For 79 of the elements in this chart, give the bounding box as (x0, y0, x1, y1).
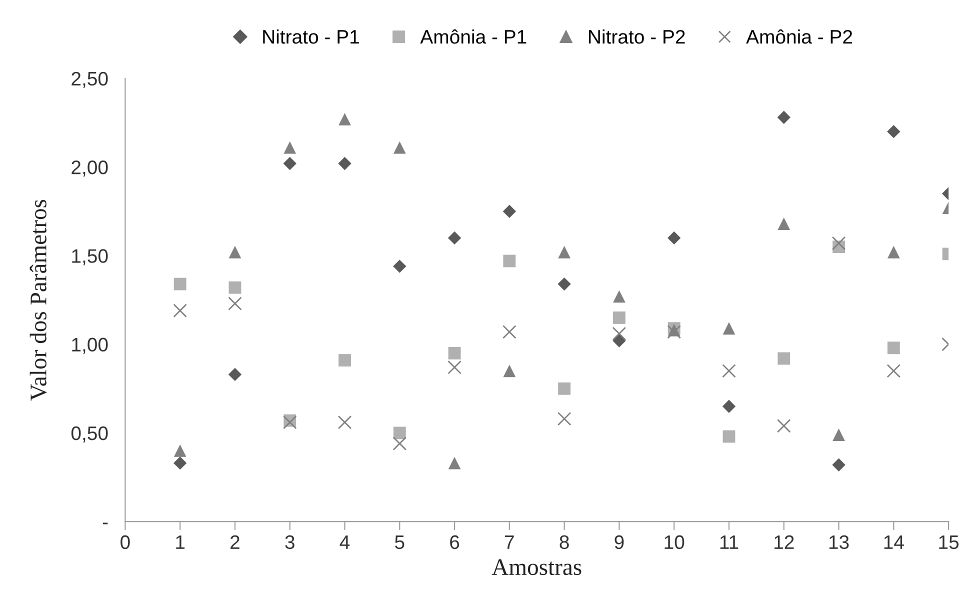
point (722, 400, 736, 413)
point (448, 360, 462, 374)
x-tick-label: 3 (285, 535, 294, 550)
point (448, 231, 462, 245)
point (722, 364, 736, 378)
x-tick-label: 2 (230, 535, 240, 549)
point (393, 141, 406, 154)
point (887, 246, 900, 258)
x-tick-label: 11 (720, 536, 738, 549)
x-tick-label: 0 (120, 535, 130, 550)
x-tick-label: 7 (505, 536, 514, 549)
point (557, 412, 572, 426)
point (173, 456, 187, 470)
point (174, 444, 186, 457)
point (558, 246, 571, 258)
point (392, 436, 407, 450)
point (668, 231, 681, 245)
point (558, 382, 571, 395)
point (228, 246, 242, 258)
point (832, 236, 846, 250)
point (283, 156, 296, 170)
y-tick-label: - (102, 522, 108, 524)
point (776, 418, 791, 433)
point (338, 156, 352, 170)
x-tick-label: 10 (664, 535, 684, 550)
point (887, 124, 900, 138)
x-axis-title: Amostras (492, 559, 582, 576)
x-tick-label: 15 (939, 536, 959, 550)
point (612, 334, 626, 348)
point (778, 218, 790, 230)
point (612, 312, 626, 324)
y-tick-label: 2,00 (72, 160, 108, 177)
point (832, 428, 845, 441)
point (503, 254, 516, 268)
point (448, 346, 461, 360)
y-axis-title: Valor dos Parâmetros (30, 200, 47, 401)
x-tick-label: 13 (829, 535, 849, 550)
point (282, 415, 297, 430)
point (612, 290, 626, 303)
point (173, 304, 187, 318)
y-tick-label: 2,50 (72, 72, 108, 88)
point (503, 364, 516, 378)
point (722, 430, 736, 443)
point (886, 364, 901, 378)
x-tick-label: 5 (395, 536, 404, 550)
point (448, 456, 461, 470)
point (338, 112, 351, 126)
point (558, 277, 571, 291)
point (174, 278, 186, 290)
x-tick-label: 1 (176, 536, 185, 549)
legend-label: Nitrato - P1 (263, 29, 359, 44)
x-tick-label: 8 (560, 535, 569, 550)
legend-label: Amônia - P1 (420, 29, 526, 44)
x-tick-label: 9 (614, 535, 624, 550)
point (612, 326, 626, 341)
y-tick-label: 0,50 (71, 426, 108, 442)
legend-label: Nitrato - P2 (589, 29, 685, 44)
point (393, 260, 406, 273)
point (778, 352, 790, 365)
point (722, 322, 736, 335)
point (502, 324, 516, 339)
point (832, 458, 846, 472)
point (393, 426, 406, 440)
x-tick-label: 4 (340, 536, 350, 549)
y-tick-label: 1,00 (72, 338, 108, 354)
point (284, 141, 296, 154)
point (887, 342, 900, 354)
point (502, 204, 516, 218)
point (777, 110, 790, 124)
x-tick-label: 6 (450, 535, 460, 550)
x-tick-label: 12 (774, 535, 794, 549)
point (338, 415, 352, 430)
x-tick-label: 14 (884, 536, 904, 549)
point (338, 354, 351, 366)
point (228, 368, 242, 382)
legend-label: Amônia - P2 (746, 29, 852, 44)
point (228, 296, 242, 310)
y-tick-label: 1,50 (72, 249, 108, 266)
point (228, 281, 242, 294)
